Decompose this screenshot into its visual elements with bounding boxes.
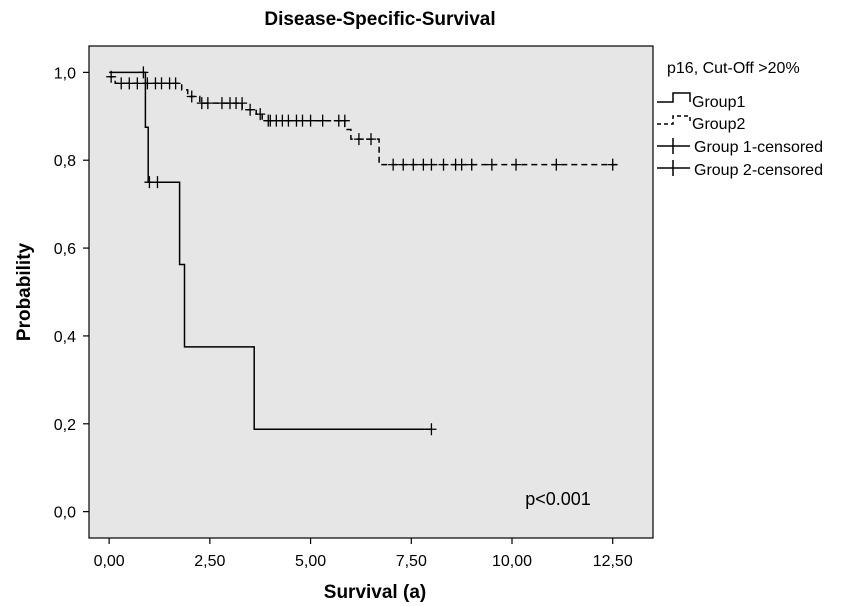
censor-mark-group2 [607, 158, 618, 171]
legend-title: p16, Cut-Off >20% [667, 60, 800, 77]
x-tick-label: 10,00 [492, 553, 532, 570]
censor-mark-group2 [398, 158, 409, 171]
legend-item-group1-censored: Group 1-censored [657, 138, 823, 156]
legend-item-group2-censored: Group 2-censored [657, 160, 823, 179]
censor-mark-group1 [426, 423, 437, 436]
censor-mark-group2 [305, 114, 316, 127]
legend-label-group2: Group2 [692, 116, 745, 133]
censor-mark-swatch [657, 160, 690, 176]
censor-mark-group1 [138, 66, 149, 79]
censor-mark-group1 [152, 176, 163, 189]
y-tick-label: 0,0 [54, 505, 76, 522]
censor-mark-group2 [186, 90, 197, 103]
censor-mark-group2 [438, 158, 449, 171]
legend-label-group1: Group1 [692, 94, 745, 111]
censor-mark-group2 [339, 114, 350, 127]
survival-curve-group1 [109, 71, 432, 431]
x-axis-title: Survival (a) [324, 582, 426, 603]
censor-mark-group2 [486, 158, 497, 171]
legend-item-group1: Group1 [657, 92, 745, 111]
legend: p16, Cut-Off >20% Group1 Group2 Group 1-… [657, 60, 823, 179]
axis-ticks: 0,00 2,50 5,00 7,50 10,00 12,50 0,0 0,2 0,4 0,6 0,… [54, 65, 633, 570]
x-tick-label: 7,50 [396, 553, 427, 570]
y-tick-label: 0,2 [54, 417, 76, 434]
censor-mark-group2 [511, 158, 522, 171]
y-tick-label: 0,6 [54, 241, 76, 258]
censor-mark-group2 [237, 97, 248, 110]
censor-mark-group2 [353, 133, 364, 146]
censor-mark-group2 [245, 103, 256, 116]
x-tick-label: 5,00 [295, 553, 326, 570]
censor-mark-swatch [657, 138, 690, 154]
chart-title: Disease-Specific-Survival [264, 9, 495, 30]
censor-mark-group2 [202, 97, 213, 110]
censor-mark-group2 [388, 158, 399, 171]
y-tick-label: 0,4 [54, 329, 76, 346]
survival-curves [106, 66, 618, 436]
plot-area [88, 45, 654, 539]
p-value-annotation: p<0.001 [525, 489, 591, 509]
solid-line-swatch [657, 92, 691, 103]
dashed-line-swatch [657, 115, 691, 125]
legend-item-group2: Group2 [657, 115, 745, 133]
censor-mark-group2 [426, 158, 437, 171]
x-tick-label: 2,50 [194, 553, 225, 570]
censor-mark-group2 [456, 158, 467, 171]
censor-mark-group2 [132, 77, 143, 90]
legend-label-group1-censored: Group 1-censored [694, 139, 823, 156]
censor-mark-group2 [551, 158, 562, 171]
y-tick-label: 1,0 [54, 65, 76, 82]
censor-mark-group2 [408, 158, 419, 171]
censor-mark-group2 [255, 108, 266, 121]
y-tick-label: 0,8 [54, 153, 76, 170]
legend-label-group2-censored: Group 2-censored [694, 162, 823, 179]
censor-mark-group2 [466, 158, 477, 171]
censor-mark-group2 [366, 133, 376, 146]
x-tick-label: 12,50 [593, 553, 633, 570]
censor-mark-group2 [317, 114, 328, 127]
censor-mark-group2 [170, 77, 181, 90]
y-axis-title: Probability [14, 242, 35, 341]
x-tick-label: 0,00 [94, 553, 125, 570]
censor-mark-group2 [106, 70, 117, 83]
